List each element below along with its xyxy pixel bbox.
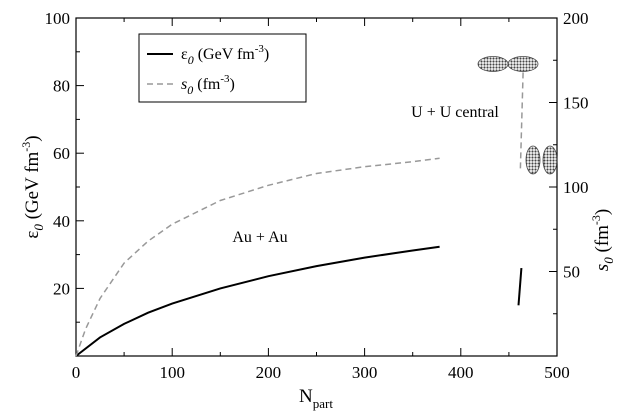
y-left-title-unit: (GeV fm: [22, 151, 43, 224]
x-axis-title-main: N: [299, 386, 313, 407]
y-right-tick-label: 150: [563, 94, 589, 113]
x-axis-title: Npart: [299, 386, 333, 411]
x-tick-label: 0: [72, 363, 81, 382]
y-right-title-close: ): [592, 209, 613, 215]
legend-energy-sup: -3: [255, 43, 265, 55]
series-line-entropy-3: [519, 65, 525, 169]
tick-labels: 0 100 200 300 400 500 20 40 60 80 100 50 100 150 200: [45, 9, 589, 382]
x-tick-label: 300: [352, 363, 378, 382]
x-tick-label: 100: [159, 363, 185, 382]
y-right-tick-label: 200: [563, 9, 589, 28]
legend-entropy-unit: (fm: [193, 76, 221, 93]
legend-energy-main: ε: [181, 46, 188, 63]
legend-entropy-main: s: [181, 76, 187, 93]
legend-energy-close: ): [264, 46, 269, 63]
series-line-energy-2: [517, 268, 523, 306]
annotation-au-au: Au + Au: [232, 229, 287, 246]
y-right-title-sub: 0: [601, 257, 616, 264]
y-right-axis-title: s0 (fm-3): [589, 209, 616, 271]
y-right-tick-label: 100: [563, 178, 589, 197]
y-left-tick-label: 20: [53, 279, 70, 298]
legend-label-entropy: s0 (fm-3): [181, 73, 235, 97]
y-left-title-close: ): [22, 135, 43, 141]
series-line-energy-0: [75, 245, 440, 357]
y-left-axis-title: ε0 (GeV fm-3): [19, 135, 46, 238]
series-layer: [75, 65, 525, 357]
x-tick-label: 400: [448, 363, 474, 382]
legend-entropy-close: ): [230, 76, 235, 93]
y-left-tick-label: 100: [45, 9, 71, 28]
y-left-tick-label: 40: [53, 212, 70, 231]
y-left-title-sub: 0: [31, 224, 46, 231]
y-left-tick-label: 80: [53, 77, 70, 96]
legend-entropy-sub: 0: [187, 83, 193, 97]
legend-entropy-sup: -3: [220, 73, 230, 85]
y-left-title-main: ε: [22, 231, 43, 239]
y-left-tick-label: 60: [53, 144, 70, 163]
legend-label-energy: ε0 (GeV fm-3): [181, 43, 269, 67]
nuclei-tip-to-tip-icon: [525, 145, 558, 175]
annotation-u-u: U + U central: [411, 104, 499, 121]
legend-energy-sub: 0: [188, 53, 194, 67]
axis-ticks: [75, 17, 558, 356]
y-right-title-sup: -3: [589, 215, 603, 225]
x-tick-label: 500: [544, 363, 570, 382]
legend-box: [138, 33, 307, 103]
x-axis-title-sub: part: [313, 396, 334, 411]
y-left-title-sup: -3: [19, 142, 33, 152]
nuclei-side-by-side-icon: [477, 56, 539, 72]
legend-energy-unit: (GeV fm: [194, 46, 256, 63]
y-right-title-unit: (fm: [592, 225, 613, 257]
y-right-title-main: s: [592, 264, 613, 271]
legend: ε0 (GeV fm-3) s0 (fm-3): [138, 33, 307, 103]
x-tick-label: 200: [256, 363, 282, 382]
y-right-tick-label: 50: [563, 263, 580, 282]
series-line-entropy-1: [75, 157, 440, 357]
